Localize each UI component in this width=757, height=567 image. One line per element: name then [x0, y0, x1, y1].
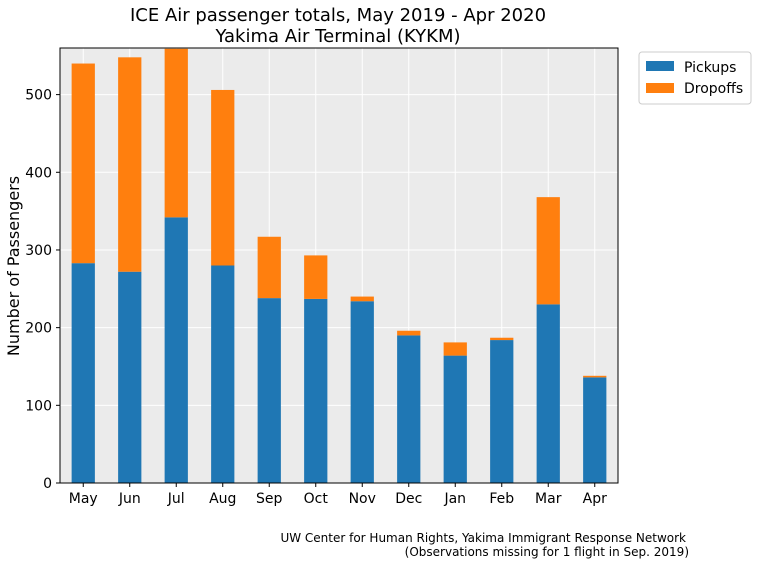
x-tick-label: Feb [489, 491, 514, 507]
legend-label-pickups: Pickups [684, 60, 736, 76]
y-tick-label: 0 [43, 476, 52, 492]
legend-label-dropoffs: Dropoffs [684, 81, 743, 97]
bar-pickups-jun [118, 271, 142, 483]
bar-pickups-dec [397, 335, 421, 483]
bar-pickups-aug [211, 265, 235, 483]
bar-pickups-feb [490, 340, 514, 483]
bar-dropoffs-sep [257, 236, 281, 299]
bar-dropoffs-aug [211, 89, 235, 266]
caption-line-1: UW Center for Human Rights, Yakima Immig… [280, 531, 686, 545]
x-tick-label: Jul [167, 491, 185, 507]
y-tick-label: 300 [25, 243, 52, 259]
bar-dropoffs-jun [118, 57, 142, 272]
bar-dropoffs-jul [164, 48, 188, 218]
y-tick-label: 200 [25, 321, 52, 337]
legend-swatch-pickups [646, 61, 674, 71]
x-tick-label: Apr [583, 491, 607, 507]
chart-title: ICE Air passenger totals, May 2019 - Apr… [130, 5, 546, 26]
bar-dropoffs-apr [583, 375, 607, 378]
bar-dropoffs-dec [397, 330, 421, 336]
x-tick-label: May [69, 491, 98, 507]
y-tick-label: 500 [25, 88, 52, 104]
y-tick-label: 100 [25, 398, 52, 414]
x-tick-label: Sep [256, 491, 283, 507]
plot-background [60, 48, 618, 483]
bar-pickups-apr [583, 377, 607, 483]
y-tick-label: 400 [25, 165, 52, 181]
bar-pickups-may [71, 263, 95, 483]
bar-pickups-oct [304, 298, 328, 483]
bar-dropoffs-may [71, 63, 95, 264]
bar-dropoffs-mar [536, 197, 560, 305]
x-tick-label: Nov [349, 491, 376, 507]
bar-pickups-sep [257, 298, 281, 483]
bar-pickups-jul [164, 217, 188, 483]
x-tick-label: Dec [395, 491, 422, 507]
bar-pickups-jan [443, 355, 467, 483]
plot-frame [59, 47, 619, 484]
x-tick-label: Aug [209, 491, 236, 507]
x-tick-label: Oct [304, 491, 329, 507]
x-tick-label: Jun [118, 491, 141, 507]
bar-pickups-nov [350, 301, 374, 483]
caption-line-2: (Observations missing for 1 flight in Se… [405, 545, 689, 559]
bar-dropoffs-feb [490, 337, 514, 341]
x-tick-label: Mar [535, 491, 562, 507]
y-axis-label: Number of Passengers [4, 176, 23, 356]
chart-subtitle: Yakima Air Terminal (KYKM) [214, 26, 460, 47]
x-tick-label: Jan [443, 491, 466, 507]
y-axis-ticks: 0 100 200 300 400 500 [25, 88, 60, 492]
x-axis-ticks: May Jun Jul Aug Sep Oct Nov Dec Jan Feb Mar Apr [69, 483, 607, 507]
legend-swatch-dropoffs [646, 83, 674, 93]
bar-dropoffs-nov [350, 296, 374, 302]
legend: Pickups Dropoffs [638, 51, 752, 105]
bars [71, 48, 607, 483]
bar-dropoffs-oct [304, 255, 328, 299]
bar-dropoffs-jan [443, 342, 467, 356]
bar-pickups-mar [536, 304, 560, 483]
